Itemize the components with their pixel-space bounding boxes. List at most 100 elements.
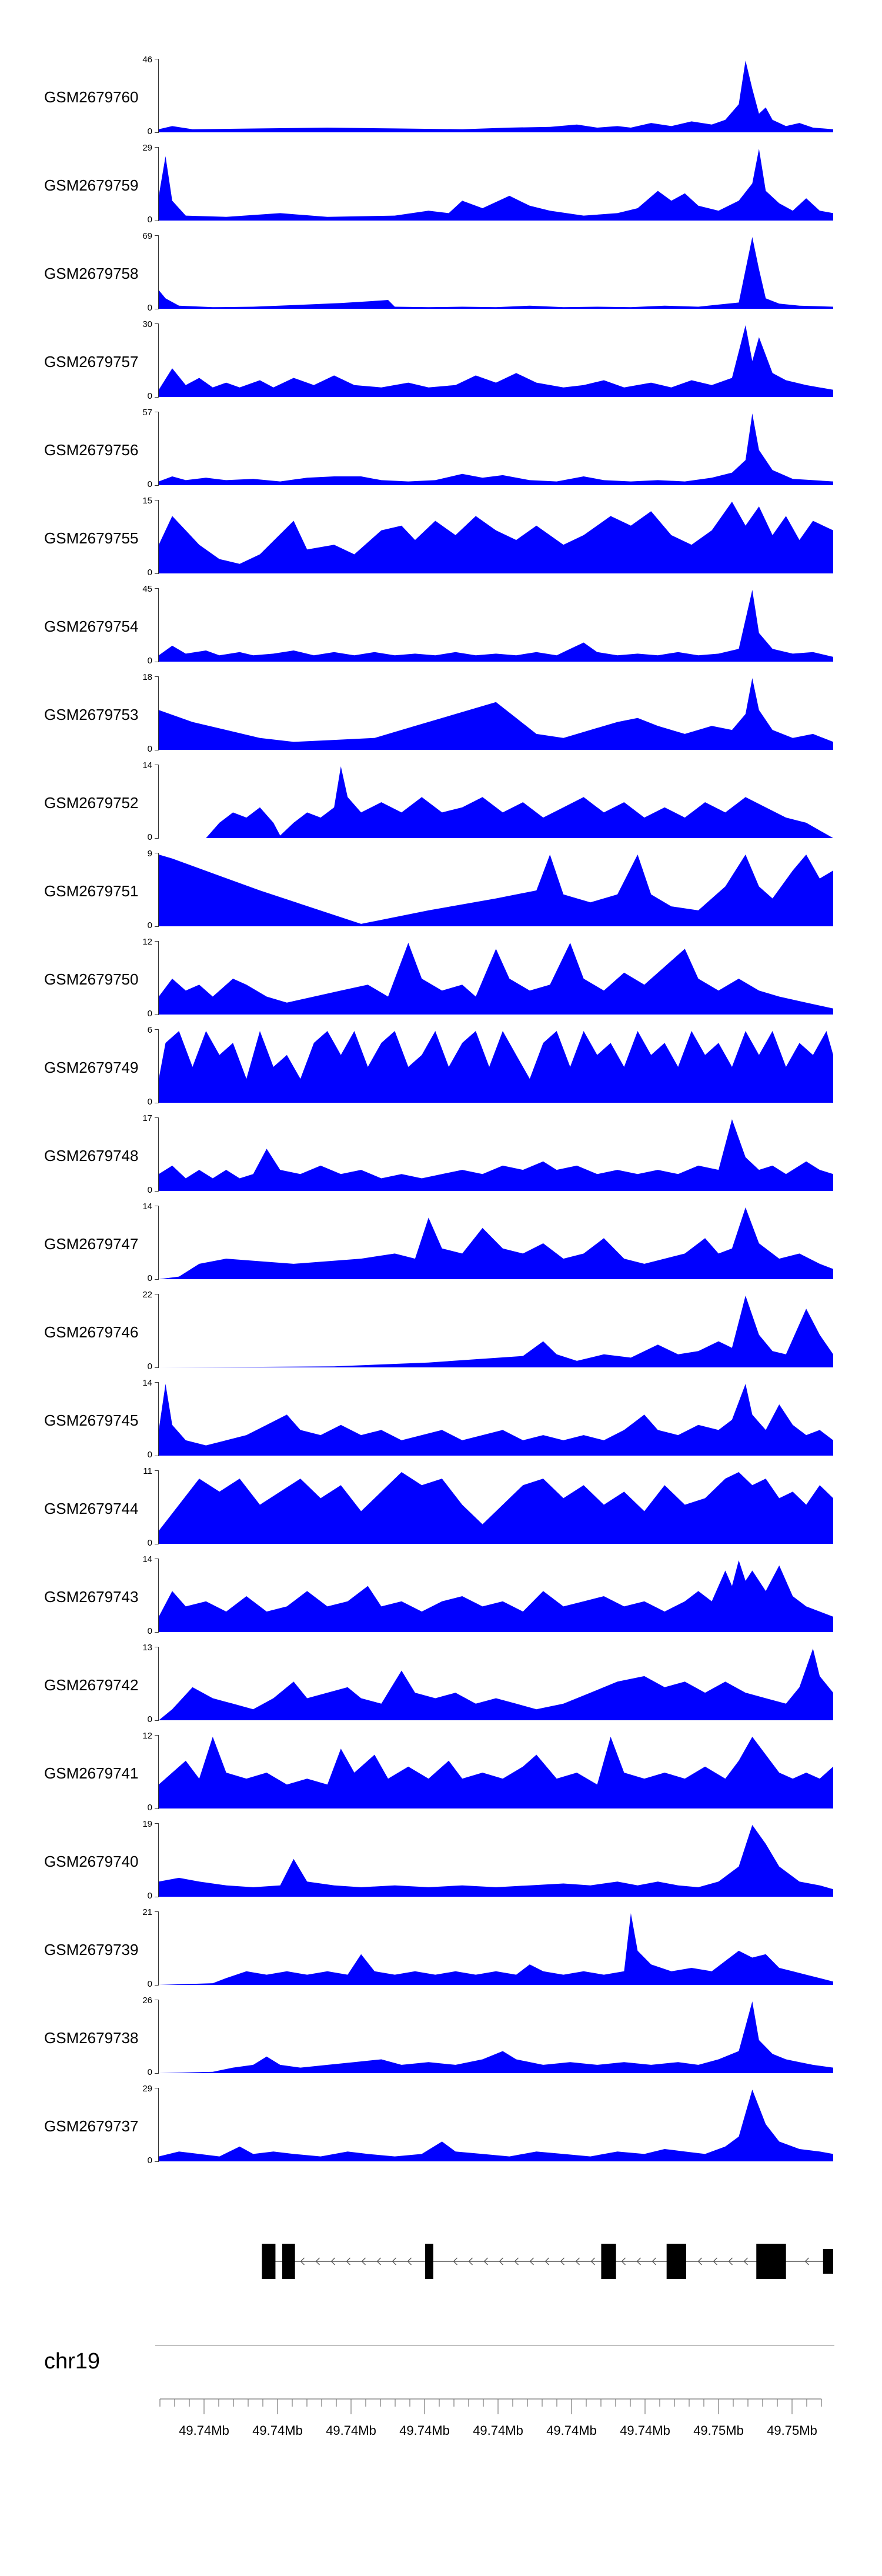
strand-arrow-left-icon [529, 2257, 534, 2265]
y-axis-bottom-tick [155, 1808, 159, 1809]
strand-arrow-left-icon [330, 2257, 335, 2265]
track-label: GSM2679760 [44, 88, 139, 106]
track-label: GSM2679759 [44, 176, 139, 194]
track-row: GSM2679738 26 0 [0, 1996, 882, 2088]
track-ymin-label: 0 [147, 1009, 152, 1019]
track-ymin-label: 0 [147, 479, 152, 489]
strand-arrow-left-icon [392, 2257, 396, 2265]
gene-exon [425, 2244, 433, 2279]
track-ymin-label: 0 [147, 2155, 152, 2165]
track-plot: 45 0 [142, 584, 833, 666]
ruler-tick-label: 49.74Mb [399, 2423, 450, 2438]
track-plot: 14 0 [142, 1554, 833, 1636]
y-axis-line [158, 1382, 159, 1456]
y-axis-line [158, 1206, 159, 1280]
track-label: GSM2679751 [44, 882, 139, 900]
ruler-tick-label: 49.74Mb [179, 2423, 229, 2438]
strand-arrow-left-icon [376, 2257, 381, 2265]
track-row: GSM2679741 12 0 [0, 1731, 882, 1823]
track-row: GSM2679742 13 0 [0, 1643, 882, 1735]
track-row: GSM2679737 29 0 [0, 2084, 882, 2176]
track-label: GSM2679752 [44, 794, 139, 812]
track-row: GSM2679744 11 0 [0, 1466, 882, 1559]
strand-arrow-left-icon [560, 2257, 564, 2265]
track-plot: 14 0 [142, 1378, 833, 1460]
y-axis-bottom-tick [155, 573, 159, 574]
y-axis-top-tick [155, 1029, 159, 1030]
track-y-axis: 17 0 [121, 1113, 159, 1195]
track-ymin-label: 0 [147, 303, 152, 313]
y-axis-line [158, 1559, 159, 1633]
track-ymin-label: 0 [147, 1450, 152, 1460]
ruler-ticks [159, 2398, 822, 2414]
track-row: GSM2679754 45 0 [0, 584, 882, 676]
track-y-axis: 29 0 [121, 143, 159, 225]
track-ymin-label: 0 [147, 568, 152, 578]
coverage-area [159, 413, 833, 485]
strand-arrow-left-icon [407, 2257, 412, 2265]
track-ymax-label: 13 [142, 1643, 152, 1653]
track-label: GSM2679758 [44, 265, 139, 282]
strand-arrow-left-icon [652, 2257, 656, 2265]
track-label: GSM2679743 [44, 1588, 139, 1606]
coverage-area [159, 590, 833, 662]
track-y-axis: 19 0 [121, 1819, 159, 1901]
track-ymax-label: 14 [142, 760, 152, 770]
y-axis-top-tick [155, 941, 159, 942]
track-label: GSM2679748 [44, 1147, 139, 1164]
coverage-area [159, 1384, 833, 1456]
y-axis-line [158, 59, 159, 133]
coverage-area-chart [159, 1119, 833, 1191]
coverage-area-chart [159, 413, 833, 485]
track-plot: 46 0 [142, 55, 833, 136]
track-y-axis: 30 0 [121, 319, 159, 401]
y-axis-line [158, 323, 159, 398]
coverage-area-chart [159, 590, 833, 662]
gene-exon [823, 2249, 833, 2274]
track-y-axis: 15 0 [121, 496, 159, 578]
gene-exon [601, 2244, 616, 2279]
y-axis-bottom-tick [155, 1632, 159, 1633]
coverage-area [159, 237, 833, 309]
track-ymax-label: 12 [142, 937, 152, 947]
chromosome-label: chr19 [44, 2349, 101, 2374]
y-axis-bottom-tick [155, 1720, 159, 1721]
track-y-axis: 22 0 [121, 1290, 159, 1372]
track-label: GSM2679753 [44, 706, 139, 723]
track-ymax-label: 46 [142, 55, 152, 65]
track-ymax-label: 18 [142, 672, 152, 682]
y-axis-line [158, 1823, 159, 1897]
coverage-area-chart [159, 1472, 833, 1544]
track-ymax-label: 22 [142, 1290, 152, 1300]
track-y-axis: 14 0 [121, 1554, 159, 1636]
track-ymin-label: 0 [147, 1891, 152, 1901]
strand-arrow-left-icon [514, 2257, 519, 2265]
coverage-area-chart [159, 1207, 833, 1279]
track-y-axis: 26 0 [121, 1996, 159, 2077]
y-axis-top-tick [155, 235, 159, 236]
coverage-area [159, 1472, 833, 1544]
track-y-axis: 14 0 [121, 760, 159, 842]
track-label: GSM2679755 [44, 529, 139, 547]
track-label: GSM2679738 [44, 2029, 139, 2047]
track-ymin-label: 0 [147, 1538, 152, 1548]
strand-arrow-left-icon [453, 2257, 457, 2265]
track-row: GSM2679746 22 0 [0, 1290, 882, 1382]
track-plot: 12 0 [142, 1731, 833, 1813]
track-y-axis: 6 0 [121, 1025, 159, 1107]
gene-exon [262, 2244, 276, 2279]
y-axis-line [158, 765, 159, 839]
track-row: GSM2679752 14 0 [0, 760, 882, 853]
ruler-tick-label: 49.74Mb [252, 2423, 303, 2438]
track-y-axis: 18 0 [121, 672, 159, 754]
y-axis-top-tick [155, 1735, 159, 1736]
strand-arrow-left-icon [483, 2257, 488, 2265]
strand-arrow-left-icon [544, 2257, 549, 2265]
y-axis-top-tick [155, 1823, 159, 1824]
track-ymin-label: 0 [147, 1362, 152, 1372]
coverage-area [159, 502, 833, 573]
gene-exon [282, 2244, 295, 2279]
coverage-area-chart [159, 2001, 833, 2073]
track-row: GSM2679745 14 0 [0, 1378, 882, 1470]
coverage-area-chart [159, 766, 833, 838]
